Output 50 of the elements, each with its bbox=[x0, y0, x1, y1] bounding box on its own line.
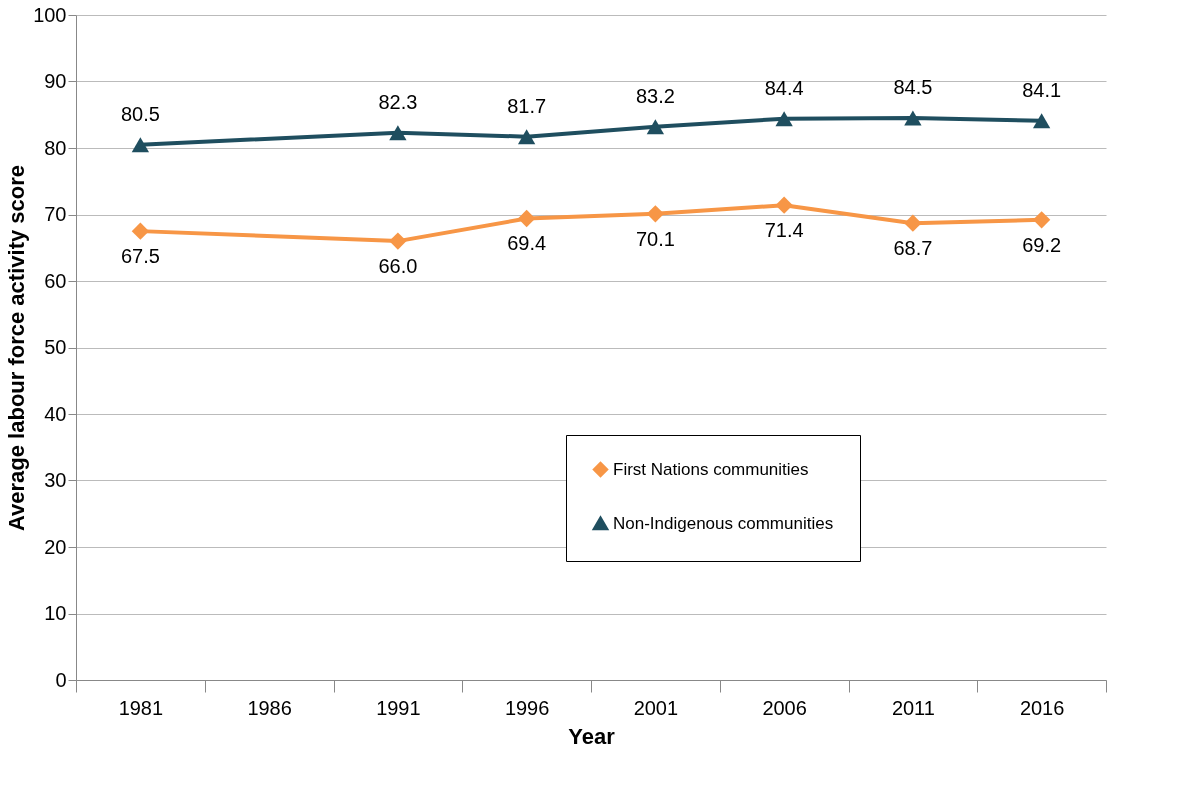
y-axis-title: Average labour force activity score bbox=[4, 164, 30, 532]
y-tick-label: 50 bbox=[44, 336, 67, 358]
y-tick-label: 90 bbox=[44, 70, 67, 92]
point bbox=[389, 232, 407, 250]
data-label: 71.4 bbox=[764, 219, 804, 242]
data-label: 69.4 bbox=[507, 232, 547, 255]
point bbox=[775, 111, 793, 127]
legend-label: Non-Indigenous communities bbox=[613, 513, 834, 533]
data-label: 68.7 bbox=[893, 237, 933, 260]
data-label: 67.5 bbox=[120, 245, 160, 268]
data-label: 84.1 bbox=[1022, 78, 1062, 101]
point bbox=[389, 125, 407, 141]
data-label: 84.5 bbox=[893, 76, 933, 99]
x-tick-label: 1996 bbox=[504, 696, 550, 719]
data-label: 84.4 bbox=[764, 76, 804, 99]
x-tick-label: 1991 bbox=[376, 696, 421, 719]
x-tick-label: 1986 bbox=[247, 696, 292, 719]
point bbox=[517, 209, 536, 228]
y-tick-label: 100 bbox=[33, 3, 67, 26]
y-tick-label: 20 bbox=[44, 535, 67, 558]
x-tick-label: 1981 bbox=[118, 696, 164, 719]
y-tick-label: 70 bbox=[44, 203, 67, 225]
y-tick-label: 30 bbox=[44, 469, 67, 491]
point bbox=[646, 205, 665, 223]
data-label: 69.2 bbox=[1022, 233, 1062, 256]
x-tick-label: 2011 bbox=[891, 696, 935, 719]
legend-label: First Nations communities bbox=[613, 459, 809, 479]
x-tick-label: 2001 bbox=[633, 696, 679, 719]
y-tick-label: 40 bbox=[44, 402, 67, 425]
point bbox=[517, 129, 536, 145]
data-label: 81.7 bbox=[507, 94, 547, 117]
point bbox=[131, 137, 150, 153]
data-label: 83.2 bbox=[635, 84, 675, 107]
data-label: 82.3 bbox=[378, 90, 418, 113]
y-tick-label: 60 bbox=[44, 269, 67, 292]
y-tick-label: 10 bbox=[44, 602, 67, 624]
x-axis-title: Year bbox=[568, 723, 616, 749]
point bbox=[646, 119, 665, 135]
point bbox=[1032, 113, 1051, 129]
data-label: 80.5 bbox=[120, 102, 160, 125]
y-tick-label: 0 bbox=[55, 668, 67, 691]
point bbox=[904, 214, 922, 232]
y-tick-label: 80 bbox=[44, 136, 67, 159]
data-label: 66.0 bbox=[378, 255, 418, 278]
x-tick-label: 2016 bbox=[1019, 696, 1065, 719]
point bbox=[775, 196, 793, 214]
point bbox=[131, 222, 150, 240]
data-label: 70.1 bbox=[635, 227, 675, 250]
point bbox=[904, 110, 922, 126]
x-tick-label: 2006 bbox=[762, 696, 807, 719]
